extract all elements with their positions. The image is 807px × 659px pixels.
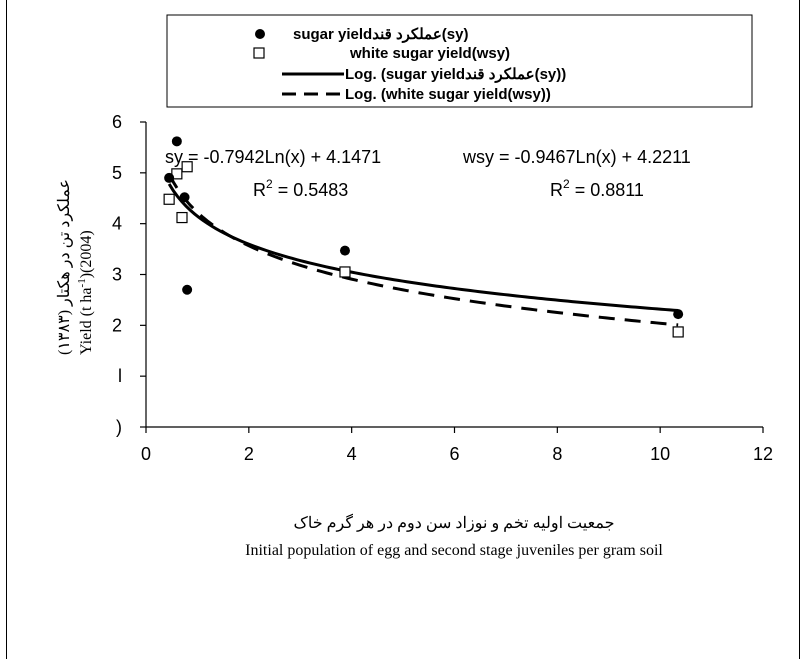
y-tick-label: 4	[112, 214, 122, 234]
sy-r2-sup: 2	[266, 177, 273, 191]
y-tick-label: l	[118, 366, 122, 386]
sy-r2: R2 = 0.5483	[253, 177, 348, 200]
sy-point	[179, 192, 190, 203]
trendline-sy	[167, 183, 679, 313]
sy-point	[339, 245, 350, 256]
wsy-point	[339, 266, 351, 278]
sy-r2-value: = 0.5483	[273, 180, 349, 200]
sy-r2-label: R	[253, 180, 266, 200]
x-tick-label: 4	[347, 444, 357, 464]
y-tick-label: 2	[112, 315, 122, 335]
trendline-wsy	[167, 173, 679, 327]
y-tick-label: 3	[112, 265, 122, 285]
legend-label-sy-trend: Log. (sugar yieldعملکرد قند(sy))	[345, 66, 566, 83]
sy-point	[673, 309, 684, 320]
wsy-point	[176, 211, 188, 224]
wsy-equation: wsy = -0.9467Ln(x) + 4.2211	[462, 147, 691, 167]
wsy-r2-label: R	[550, 180, 563, 200]
wsy-r2-sup: 2	[563, 177, 570, 191]
x-tick-label: 10	[650, 444, 670, 464]
legend-label-sy: sugar yieldعملکرد قند(sy)	[293, 26, 468, 43]
x-tick-label: 6	[449, 444, 459, 464]
y-axis-label-prefix: Yield (t ha	[78, 287, 95, 355]
legend-label-wsy: white sugar yield(wsy)	[349, 45, 510, 62]
y-axis-label-group: عملکرد تن در هکتار (۱۳۸۳) Yield (t ha-1)…	[56, 179, 95, 355]
sy-point	[171, 136, 182, 147]
y-ticks: ) l 2 3 4 5 6	[112, 112, 146, 437]
axes: 0 2 4 6 8 10 12 ) l 2 3 4 5 6	[112, 112, 773, 464]
x-axis-label-fa: جمعیت اولیه تخم و نوزاد سن دوم در هر گرم…	[294, 513, 615, 532]
x-ticks: 0 2 4 6 8 10 12	[141, 427, 773, 464]
legend-box	[166, 14, 753, 108]
x-tick-label: 8	[552, 444, 562, 464]
y-tick-label: 6	[112, 112, 122, 132]
wsy-r2: R2 = 0.8811	[550, 177, 644, 200]
y-tick-label: )	[116, 417, 122, 437]
x-tick-label: 0	[141, 444, 151, 464]
series-sy-points	[164, 136, 684, 320]
x-tick-label: 12	[753, 444, 773, 464]
sy-equation: sy = -0.7942Ln(x) + 4.1471	[165, 147, 381, 167]
wsy-r2-value: = 0.8811	[570, 180, 644, 200]
wsy-point	[672, 326, 684, 338]
legend-label-wsy-trend: Log. (white sugar yield(wsy))	[345, 86, 551, 103]
series-wsy-points	[163, 161, 684, 338]
x-tick-label: 2	[244, 444, 254, 464]
chart-frame	[6, 0, 800, 659]
sy-point	[164, 172, 175, 183]
x-axis-label: Initial population of egg and second sta…	[245, 542, 663, 559]
wsy-point	[181, 161, 193, 173]
y-axis-label-suffix: )(2004)	[78, 230, 95, 278]
legend-marker-wsy	[253, 47, 265, 59]
legend-marker-sy	[255, 29, 265, 39]
y-axis-label-fa: عملکرد تن در هکتار (۱۳۸۳)	[56, 179, 73, 355]
y-axis-label-sup: -1	[76, 278, 88, 287]
wsy-point	[163, 193, 175, 205]
sy-point	[182, 284, 193, 295]
y-tick-label: 5	[112, 163, 122, 183]
y-axis-label: Yield (t ha-1)(2004)	[76, 230, 95, 355]
legend: sugar yieldعملکرد قند(sy) white sugar yi…	[166, 14, 753, 108]
